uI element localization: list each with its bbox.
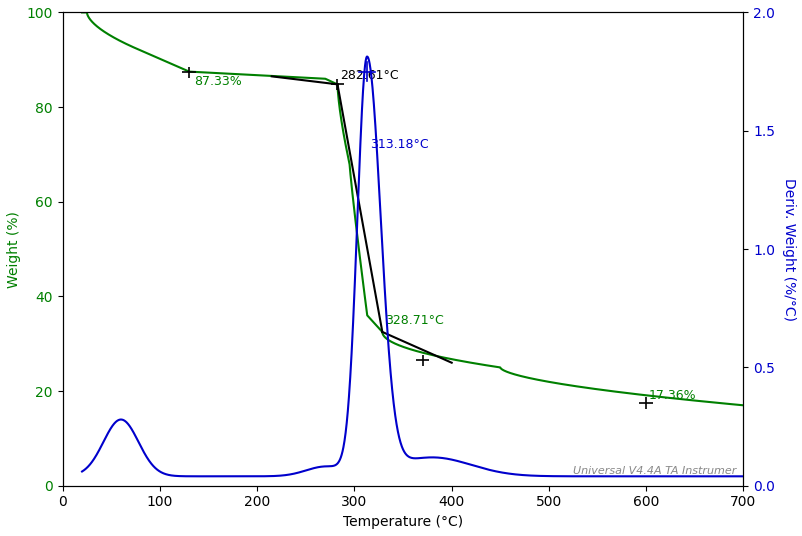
- Text: 328.71°C: 328.71°C: [385, 314, 444, 327]
- X-axis label: Temperature (°C): Temperature (°C): [342, 515, 463, 529]
- Text: Universal V4.4A TA Instrumer: Universal V4.4A TA Instrumer: [573, 466, 735, 477]
- Text: 17.36%: 17.36%: [648, 389, 696, 402]
- Text: 87.33%: 87.33%: [193, 75, 241, 88]
- Y-axis label: Deriv. Weight (%/°C): Deriv. Weight (%/°C): [781, 177, 795, 321]
- Text: 282.61°C: 282.61°C: [340, 69, 399, 82]
- Y-axis label: Weight (%): Weight (%): [7, 211, 21, 287]
- Text: 313.18°C: 313.18°C: [370, 138, 428, 152]
